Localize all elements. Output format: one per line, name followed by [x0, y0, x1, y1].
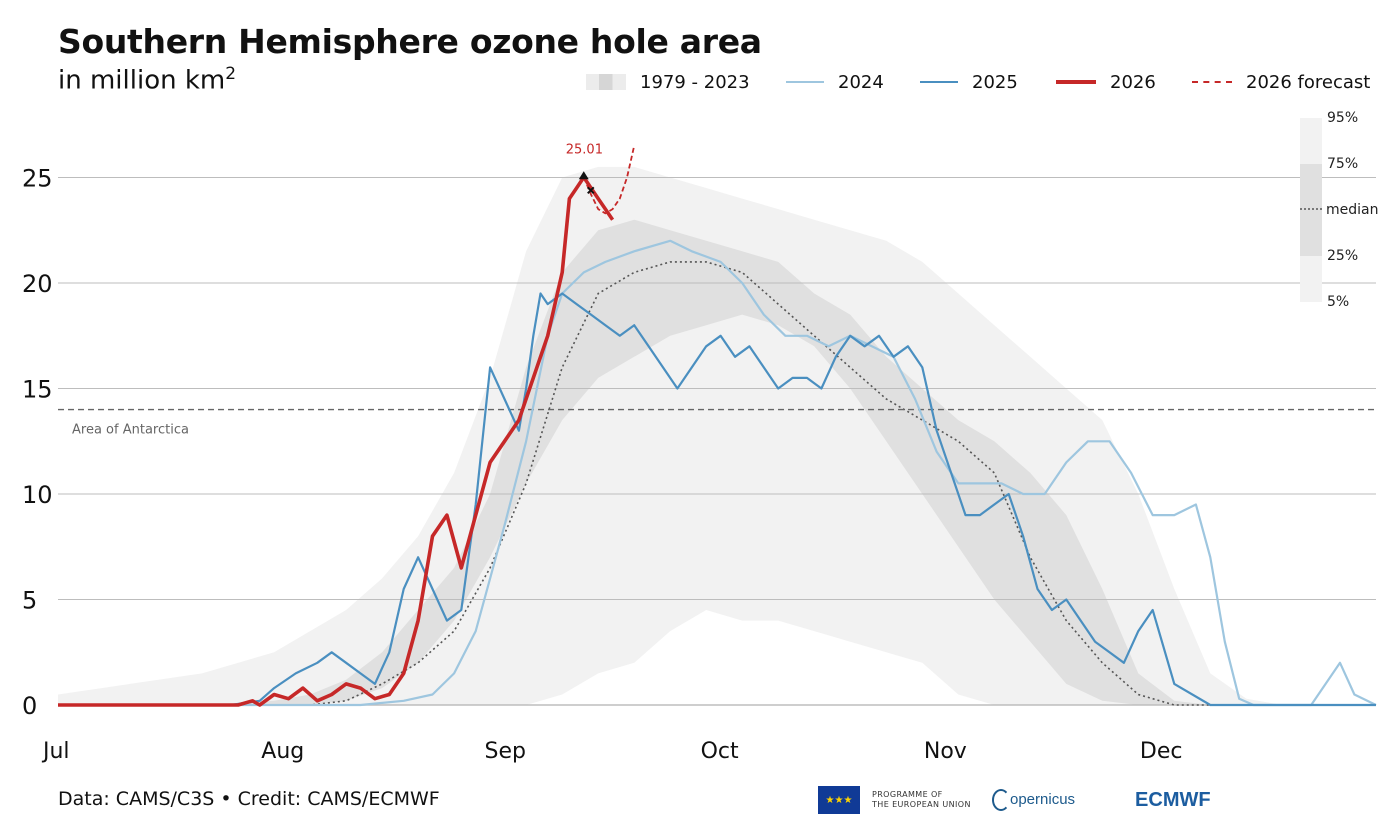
series-line-2024: [58, 239, 1377, 707]
band-25-75: [58, 219, 1376, 705]
y-tick-label-20: 20: [22, 270, 53, 298]
eu-text-line1: PROGRAMME OF: [872, 790, 943, 799]
eu-programme-text: PROGRAMME OF THE EUROPEAN UNION: [872, 790, 982, 810]
legend-item-forecast: 2026 forecast: [1192, 68, 1370, 96]
percentile-box-inner: [1300, 164, 1322, 256]
legend: 1979 - 2023 2024 2025 2026 2026 forecast: [0, 68, 1400, 96]
legend-label-2025: 2025: [972, 71, 1018, 93]
series-line-2025: [58, 292, 1376, 707]
ecmwf-logo: ECMWF: [1135, 789, 1211, 812]
legend-item-climatology: 1979 - 2023: [586, 68, 750, 96]
copernicus-logo: opernicus: [992, 789, 1075, 811]
legend-label-forecast: 2026 forecast: [1246, 71, 1371, 93]
legend-label-2024: 2024: [838, 71, 884, 93]
y-tick-label-5: 5: [22, 587, 37, 615]
percentile-label-5pct: 5%: [1327, 294, 1349, 310]
forecast-swatch: [1192, 81, 1232, 83]
percentile-label-95pct: 95%: [1327, 110, 1358, 126]
series-line-2026: [58, 175, 615, 707]
antarctica-label: Area of Antarctica: [72, 423, 189, 438]
climatology-swatch: [586, 74, 626, 90]
eu-text-line2: THE EUROPEAN UNION: [872, 800, 971, 809]
percentile-label-25pct: 25%: [1327, 248, 1358, 264]
eu-flag-icon: ★★★: [818, 786, 860, 814]
legend-item-2024: 2024: [786, 68, 884, 96]
ecmwf-wordmark: ECMWF: [1135, 788, 1211, 811]
x-tick-label-jul: Jul: [41, 739, 70, 764]
legend-label-climatology: 1979 - 2023: [640, 71, 750, 93]
median-line: [58, 261, 1376, 706]
copernicus-wordmark: opernicus: [1010, 790, 1076, 808]
series-line-2026-forecast: [582, 145, 636, 215]
legend-label-2026: 2026: [1110, 71, 1156, 93]
chart-subtitle: in million km2: [58, 64, 236, 96]
percentile-label-75pct: 75%: [1327, 156, 1358, 172]
legend-item-2026: 2026: [1056, 68, 1156, 96]
copernicus-ring-icon: [992, 789, 1010, 811]
footer-logos: ★★★ PROGRAMME OF THE EUROPEAN UNION oper…: [818, 784, 1211, 816]
legend-item-2025: 2025: [920, 68, 1018, 96]
y-tick-label-10: 10: [22, 481, 53, 509]
peak-label: 25.01: [566, 142, 603, 157]
subtitle-units: in million km: [58, 65, 226, 96]
credit-text: Data: CAMS/C3S • Credit: CAMS/ECMWF: [58, 788, 440, 810]
chart-title: Southern Hemisphere ozone hole area: [58, 22, 762, 61]
2025-swatch: [920, 81, 958, 83]
y-tick-label-25: 25: [22, 165, 53, 193]
x-tick-label-nov: Nov: [924, 739, 967, 764]
subtitle-exponent: 2: [225, 64, 237, 84]
y-tick-label-15: 15: [22, 376, 53, 404]
x-tick-label-oct: Oct: [701, 739, 739, 764]
percentile-label-median: median: [1326, 202, 1378, 218]
y-tick-label-0: 0: [22, 692, 37, 720]
x-tick-label-aug: Aug: [261, 739, 304, 764]
2026-swatch: [1056, 80, 1096, 84]
x-tick-label-dec: Dec: [1140, 739, 1183, 764]
x-tick-label-sep: Sep: [485, 739, 526, 764]
2024-swatch: [786, 81, 824, 83]
forecast-start-marker: [587, 186, 595, 194]
peak-marker: [578, 171, 589, 180]
